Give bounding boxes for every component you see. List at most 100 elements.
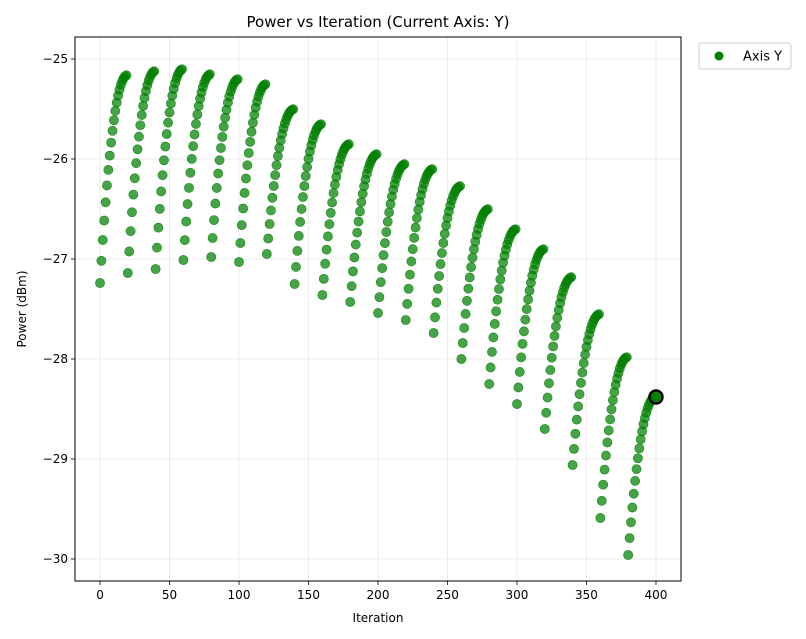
- data-point: [125, 226, 136, 237]
- data-point: [289, 279, 300, 289]
- data-point: [630, 476, 641, 486]
- x-tick-label: 400: [645, 588, 668, 602]
- data-point: [598, 479, 609, 490]
- x-tick-label: 350: [575, 588, 598, 602]
- data-point: [375, 277, 386, 288]
- data-point: [548, 341, 559, 352]
- data-point: [204, 69, 215, 80]
- data-point: [132, 144, 143, 155]
- data-point: [95, 278, 105, 288]
- data-point: [300, 171, 311, 181]
- data-point: [513, 382, 524, 393]
- data-point: [380, 238, 390, 249]
- data-point: [298, 192, 308, 202]
- data-point: [435, 259, 446, 269]
- data-point: [519, 326, 529, 337]
- data-point: [206, 252, 217, 262]
- data-point: [489, 318, 500, 329]
- data-point: [374, 292, 385, 303]
- data-point: [131, 158, 142, 169]
- data-point: [571, 414, 582, 425]
- data-point: [346, 281, 357, 292]
- data-point: [538, 244, 549, 255]
- data-point: [523, 294, 534, 305]
- data-point: [211, 183, 222, 193]
- data-point: [570, 428, 581, 439]
- data-point: [152, 242, 162, 253]
- data-point: [594, 309, 604, 320]
- data-point: [603, 425, 614, 436]
- data-point: [406, 256, 417, 267]
- x-tick-label: 150: [297, 588, 320, 602]
- data-point: [437, 248, 447, 258]
- data-point: [633, 453, 643, 464]
- data-point: [430, 312, 440, 323]
- x-tick-label: 50: [162, 588, 177, 602]
- data-point: [153, 222, 164, 233]
- data-point: [607, 395, 618, 406]
- data-point: [268, 181, 279, 191]
- data-point: [438, 238, 449, 248]
- legend-entry-axis-y: Axis Y: [743, 50, 782, 65]
- data-point: [384, 207, 395, 218]
- data-point: [434, 271, 445, 281]
- data-point: [624, 533, 635, 544]
- data-point: [246, 126, 257, 137]
- data-point: [551, 321, 561, 332]
- data-point: [605, 414, 616, 425]
- data-point: [296, 204, 307, 214]
- data-point: [235, 238, 246, 248]
- data-point: [378, 250, 389, 261]
- data-point: [542, 392, 553, 403]
- data-point: [213, 168, 224, 179]
- data-point: [299, 181, 310, 191]
- data-point: [544, 378, 554, 389]
- data-point: [220, 112, 231, 123]
- data-point: [121, 70, 132, 81]
- data-point: [541, 407, 552, 418]
- data-point: [184, 182, 194, 193]
- data-point: [99, 215, 110, 226]
- data-point: [192, 109, 203, 120]
- data-point: [318, 273, 329, 284]
- data-point: [595, 513, 606, 523]
- data-point: [164, 107, 175, 118]
- data-point: [97, 235, 108, 245]
- data-point: [239, 188, 250, 198]
- data-point: [573, 401, 584, 412]
- data-point: [627, 502, 638, 513]
- x-tick-label: 0: [96, 588, 104, 602]
- y-axis-title: Power (dBm): [15, 271, 29, 348]
- data-point: [601, 450, 611, 461]
- highlight-layer: [648, 389, 664, 405]
- data-point: [267, 192, 278, 203]
- y-tick-label: −28: [43, 352, 68, 366]
- data-point: [382, 216, 393, 227]
- data-point: [325, 207, 336, 218]
- data-point: [574, 389, 585, 400]
- data-point: [292, 245, 303, 256]
- data-point: [399, 159, 410, 170]
- data-point: [602, 437, 613, 448]
- data-point: [261, 249, 272, 259]
- data-point: [621, 352, 632, 363]
- data-point: [403, 283, 414, 294]
- data-point: [460, 309, 471, 319]
- data-point: [154, 203, 165, 214]
- x-axis-ticks: 0 50 100 150 200 250 300 350 400: [96, 581, 667, 602]
- x-tick-label: 300: [506, 588, 529, 602]
- data-point: [209, 215, 219, 226]
- data-point: [545, 365, 556, 375]
- data-point: [482, 204, 493, 215]
- data-point: [466, 262, 477, 273]
- chart-title: Power vs Iteration (Current Axis: Y): [247, 13, 510, 31]
- data-point: [328, 188, 339, 198]
- data-point: [178, 255, 189, 265]
- data-point: [181, 216, 192, 227]
- data-point: [271, 160, 282, 171]
- data-point: [596, 495, 607, 506]
- data-point: [159, 155, 169, 166]
- data-point: [242, 160, 253, 171]
- data-point: [356, 197, 367, 208]
